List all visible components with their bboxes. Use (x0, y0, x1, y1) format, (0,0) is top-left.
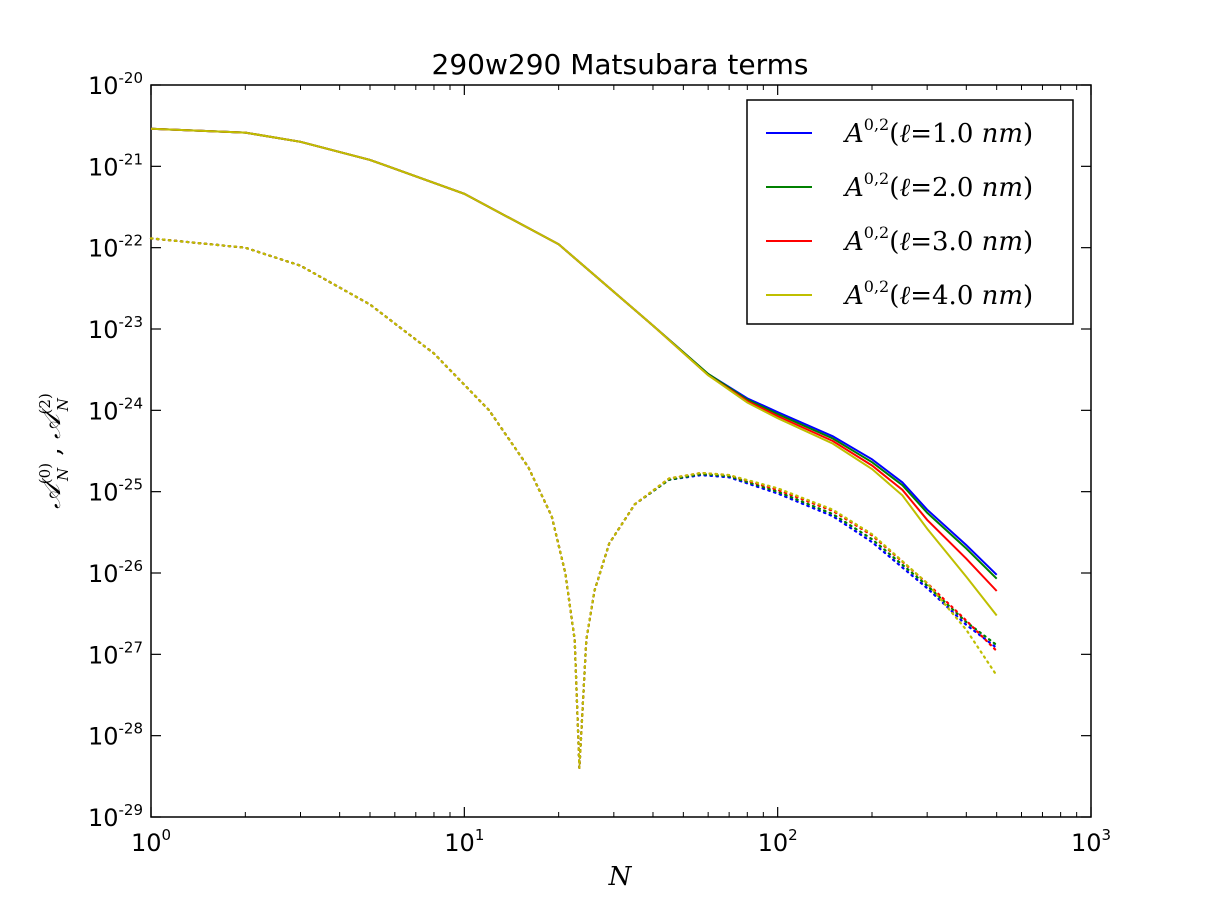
x-tick-label: 103 (1071, 826, 1111, 857)
y-tick-label: 10-26 (88, 557, 143, 588)
legend-entry-1: A0,2(ℓ=1.0 nm) (766, 115, 1033, 149)
legend-entry-2: A0,2(ℓ=2.0 nm) (766, 169, 1033, 203)
y-tick-label: 10-22 (88, 232, 143, 263)
series-4-solid-line (150, 127, 998, 617)
series-layer (149, 127, 998, 769)
y-tick-label: 10-25 (88, 476, 143, 507)
y-tick-label: 10-27 (88, 638, 143, 669)
legend-entry-3: A0,2(ℓ=3.0 nm) (766, 223, 1033, 257)
chart-title: 290w290 Matsubara terms (432, 48, 809, 81)
y-tick-label: 10-23 (88, 313, 143, 344)
legend-label-4: A0,2(ℓ=4.0 nm) (843, 277, 1033, 311)
legend: A0,2(ℓ=1.0 nm) A0,2(ℓ=2.0 nm) A0,2(ℓ=3.0 n… (746, 99, 1074, 325)
legend-box (746, 99, 1074, 325)
x-axis-label: N (608, 862, 633, 892)
y-tick-label: 10-21 (88, 150, 143, 181)
svg-text:𝒜(0)N , 𝒜(2)N: 𝒜(0)N , 𝒜(2)N (36, 393, 72, 509)
y-tick-label: 10-29 (88, 801, 143, 832)
plot-frame (150, 84, 1092, 818)
y-tick-label: 10-24 (88, 394, 143, 425)
legend-entry-4: A0,2(ℓ=4.0 nm) (766, 277, 1033, 311)
y-tick-label: 10-28 (88, 720, 143, 751)
legend-label-3: A0,2(ℓ=3.0 nm) (843, 223, 1033, 257)
legend-label-1: A0,2(ℓ=1.0 nm) (843, 115, 1033, 149)
y-axis-label: 𝒜(0)N , 𝒜(2)N (36, 393, 72, 509)
series-4-dotted-line (149, 237, 998, 769)
x-tick-label: 101 (444, 826, 484, 857)
y-tick-labels: 10-20 10-21 10-22 10-23 10-24 10-25 10-26 10-27… (88, 69, 143, 832)
y-tick-label: 10-20 (88, 69, 143, 100)
x-tick-label: 102 (758, 826, 798, 857)
ticks-layer (150, 84, 1092, 818)
x-tick-labels: 100 101 102 103 (131, 826, 1111, 857)
x-tick-label: 100 (131, 826, 171, 857)
legend-label-2: A0,2(ℓ=2.0 nm) (843, 169, 1033, 203)
